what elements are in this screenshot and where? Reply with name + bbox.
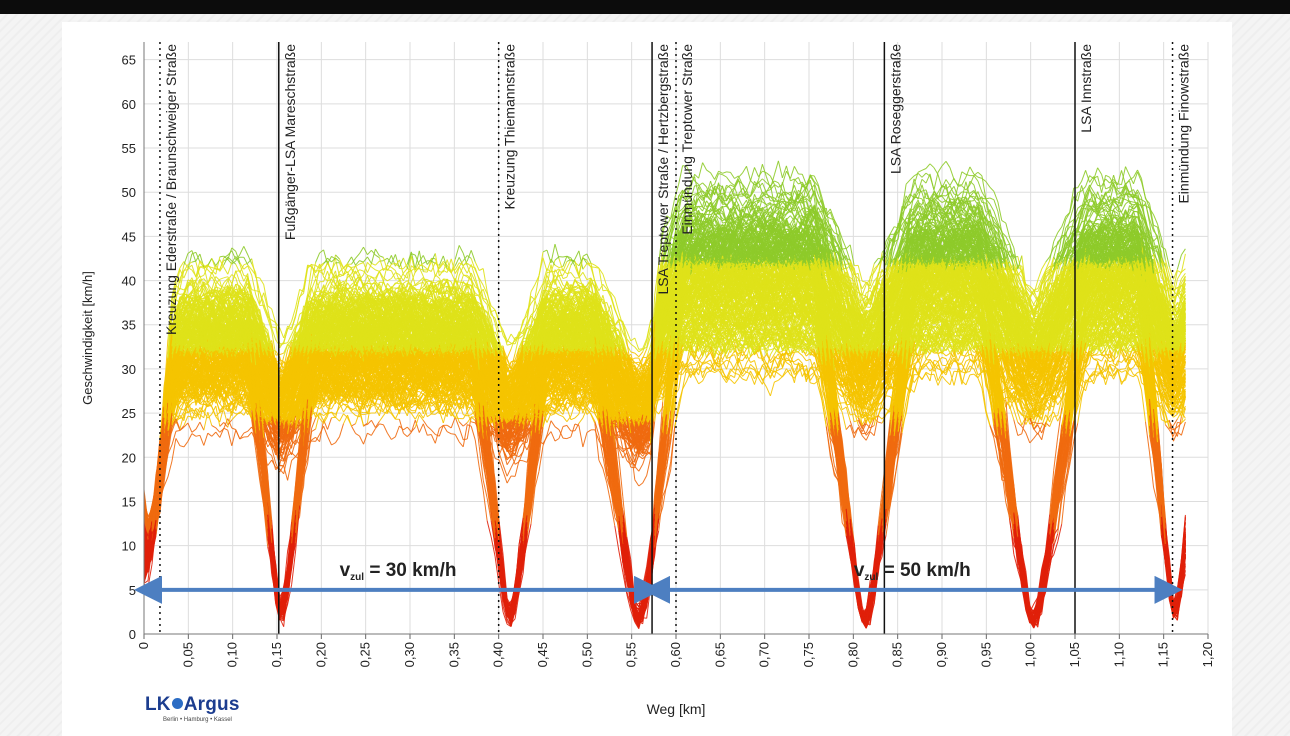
speed-trace-segment: [356, 412, 360, 424]
speed-trace-segment: [200, 422, 204, 430]
speed-trace-segment: [212, 426, 216, 428]
speed-trace-segment: [403, 433, 407, 436]
speed-trace-segment: [196, 422, 200, 429]
speed-profile-chart: Kreuzung Ederstraße / Braunschweiger Str…: [62, 22, 1232, 736]
speed-trace-segment: [459, 428, 463, 440]
speed-trace-segment: [523, 461, 527, 463]
speed-trace-segment: [336, 417, 340, 421]
speed-trace-segment: [599, 460, 603, 468]
speed-trace-segment: [567, 425, 571, 431]
speed-trace-segment: [248, 427, 252, 431]
speed-trace-segment: [192, 429, 196, 432]
speed-trace-segment: [507, 476, 511, 483]
speed-trace-segment: [407, 433, 411, 437]
speed-trace-segment: [419, 424, 423, 433]
speed-trace-segment: [340, 414, 344, 421]
speed-trace-segment: [447, 425, 451, 428]
speed-trace-segment: [176, 431, 180, 432]
speed-trace-segment: [579, 418, 583, 423]
speed-trace-segment: [244, 431, 248, 433]
speed-trace-segment: [427, 435, 431, 436]
speed-trace-segment: [328, 418, 332, 430]
speed-trace-segment: [371, 420, 375, 427]
speed-trace-segment: [288, 461, 292, 481]
chart-panel: Kreuzung Ederstraße / Braunschweiger Str…: [62, 22, 1232, 736]
speed-trace-segment: [379, 416, 383, 422]
speed-trace-segment: [352, 424, 356, 426]
speed-trace-segment: [268, 452, 272, 455]
top-border-bar: [0, 0, 1290, 14]
speed-trace-segment: [463, 439, 467, 440]
speed-trace-segment: [563, 425, 567, 426]
speed-trace-segment: [312, 437, 316, 440]
speed-trace-segment: [838, 393, 842, 397]
speed-trace-segment: [555, 439, 559, 442]
speed-trace-segment: [551, 432, 555, 442]
speed-trace-segment: [216, 428, 220, 433]
speed-trace-segment: [431, 435, 435, 444]
